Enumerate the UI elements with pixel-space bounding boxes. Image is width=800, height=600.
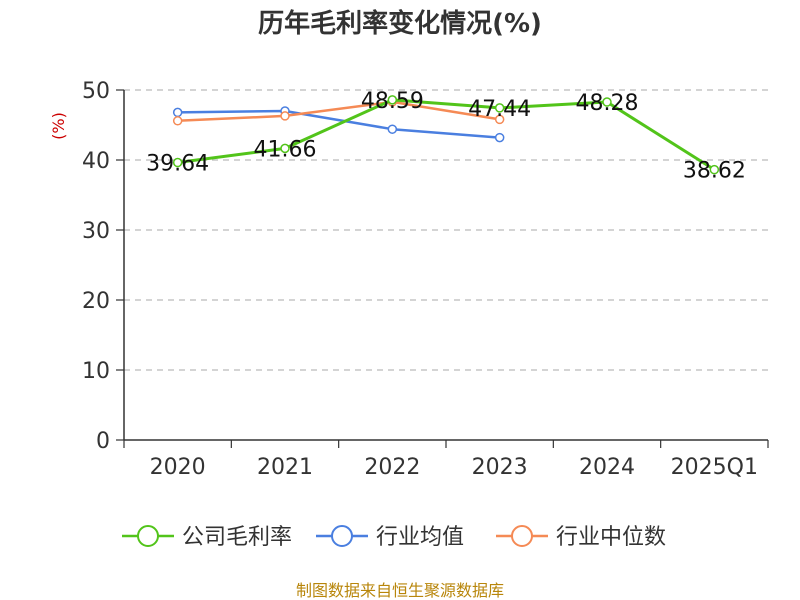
chart-title: 历年毛利率变化情况(%): [258, 8, 542, 39]
y-tick-label: 0: [96, 429, 110, 454]
y-tick-label: 20: [82, 289, 110, 314]
data-label: 39.64: [146, 152, 209, 177]
y-tick-label: 50: [82, 79, 110, 104]
data-labels: 39.64 41.66 48.59 47.44 48.28 38.62: [146, 89, 746, 184]
data-point: [280, 143, 290, 154]
legend-marker: [137, 525, 159, 547]
y-tick-label: 10: [82, 359, 110, 384]
legend-marker: [331, 525, 353, 547]
x-tick-label: 2021: [257, 455, 313, 480]
x-tick-label: 2020: [150, 455, 206, 480]
data-label: 38.62: [683, 159, 746, 184]
data-point: [494, 114, 505, 125]
data-point: [280, 111, 290, 121]
data-point: [172, 157, 183, 168]
data-point: [172, 107, 183, 118]
series-line: [177, 109, 500, 139]
x-tick-label: 2025Q1: [671, 455, 758, 480]
x-tick-label: 2024: [579, 455, 635, 480]
y-tick-label: 30: [82, 219, 110, 244]
series-line: [177, 100, 500, 123]
data-label: 41.66: [254, 137, 317, 162]
data-point: [709, 164, 720, 175]
data-label: 47.44: [468, 97, 531, 122]
axes: 0 10 20 30 40 50 2020 2021 2022 2023 2024 2025Q1: [82, 79, 769, 480]
data-point: [387, 124, 398, 134]
x-tick-label: 2022: [364, 455, 420, 480]
data-point: [494, 103, 505, 113]
y-tick-label: 40: [82, 149, 110, 174]
data-point: [602, 97, 612, 107]
data-label: 48.28: [576, 91, 639, 116]
legend: 公司毛利率 行业均值 行业中位数: [122, 525, 666, 550]
legend-label: 公司毛利率: [182, 525, 292, 550]
data-point: [172, 116, 183, 126]
legend-label: 行业中位数: [556, 525, 666, 550]
source-note: 制图数据来自恒生聚源数据库: [296, 581, 504, 600]
series-line: [177, 98, 716, 171]
data-label: 48.59: [361, 89, 424, 114]
y-axis-label: (%): [49, 112, 68, 140]
legend-marker: [511, 525, 533, 547]
data-point: [387, 95, 398, 105]
grid-lines: [124, 89, 768, 371]
legend-label: 行业均值: [376, 525, 464, 550]
x-tick-label: 2023: [472, 455, 528, 480]
data-point: [494, 132, 505, 143]
series-lines: [172, 95, 720, 175]
